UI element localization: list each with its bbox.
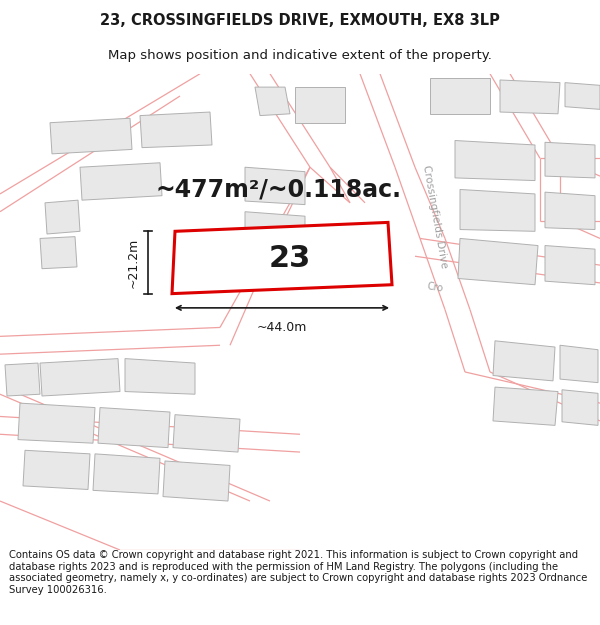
Polygon shape [455,141,535,181]
Polygon shape [493,387,558,426]
Polygon shape [163,461,230,501]
Text: ~44.0m: ~44.0m [257,321,307,334]
Text: 23: 23 [269,244,311,272]
Polygon shape [140,112,212,148]
Polygon shape [565,82,600,109]
Polygon shape [500,80,560,114]
Polygon shape [460,189,535,231]
Polygon shape [125,359,195,394]
Polygon shape [98,408,170,447]
Polygon shape [245,212,305,265]
Polygon shape [80,162,162,200]
Polygon shape [18,403,95,443]
Polygon shape [23,450,90,489]
Polygon shape [173,415,240,452]
Polygon shape [560,345,598,382]
Text: Cro: Cro [426,281,444,294]
Polygon shape [545,142,595,178]
Polygon shape [40,359,120,396]
Text: ~21.2m: ~21.2m [127,238,140,288]
Text: Contains OS data © Crown copyright and database right 2021. This information is : Contains OS data © Crown copyright and d… [9,550,587,595]
Polygon shape [255,87,290,116]
Polygon shape [45,200,80,234]
Text: Map shows position and indicative extent of the property.: Map shows position and indicative extent… [108,49,492,62]
Polygon shape [5,363,40,396]
Polygon shape [50,118,132,154]
Polygon shape [562,390,598,426]
Text: Crossingfields Drive: Crossingfields Drive [421,164,449,269]
Polygon shape [93,454,160,494]
Text: ~477m²/~0.118ac.: ~477m²/~0.118ac. [155,177,401,201]
Polygon shape [545,192,595,229]
Polygon shape [430,78,490,114]
Polygon shape [458,238,538,285]
Polygon shape [295,87,345,123]
Polygon shape [172,222,392,294]
Polygon shape [493,341,555,381]
Polygon shape [545,246,595,285]
Text: 23, CROSSINGFIELDS DRIVE, EXMOUTH, EX8 3LP: 23, CROSSINGFIELDS DRIVE, EXMOUTH, EX8 3… [100,13,500,28]
Polygon shape [40,237,77,269]
Polygon shape [245,168,305,204]
